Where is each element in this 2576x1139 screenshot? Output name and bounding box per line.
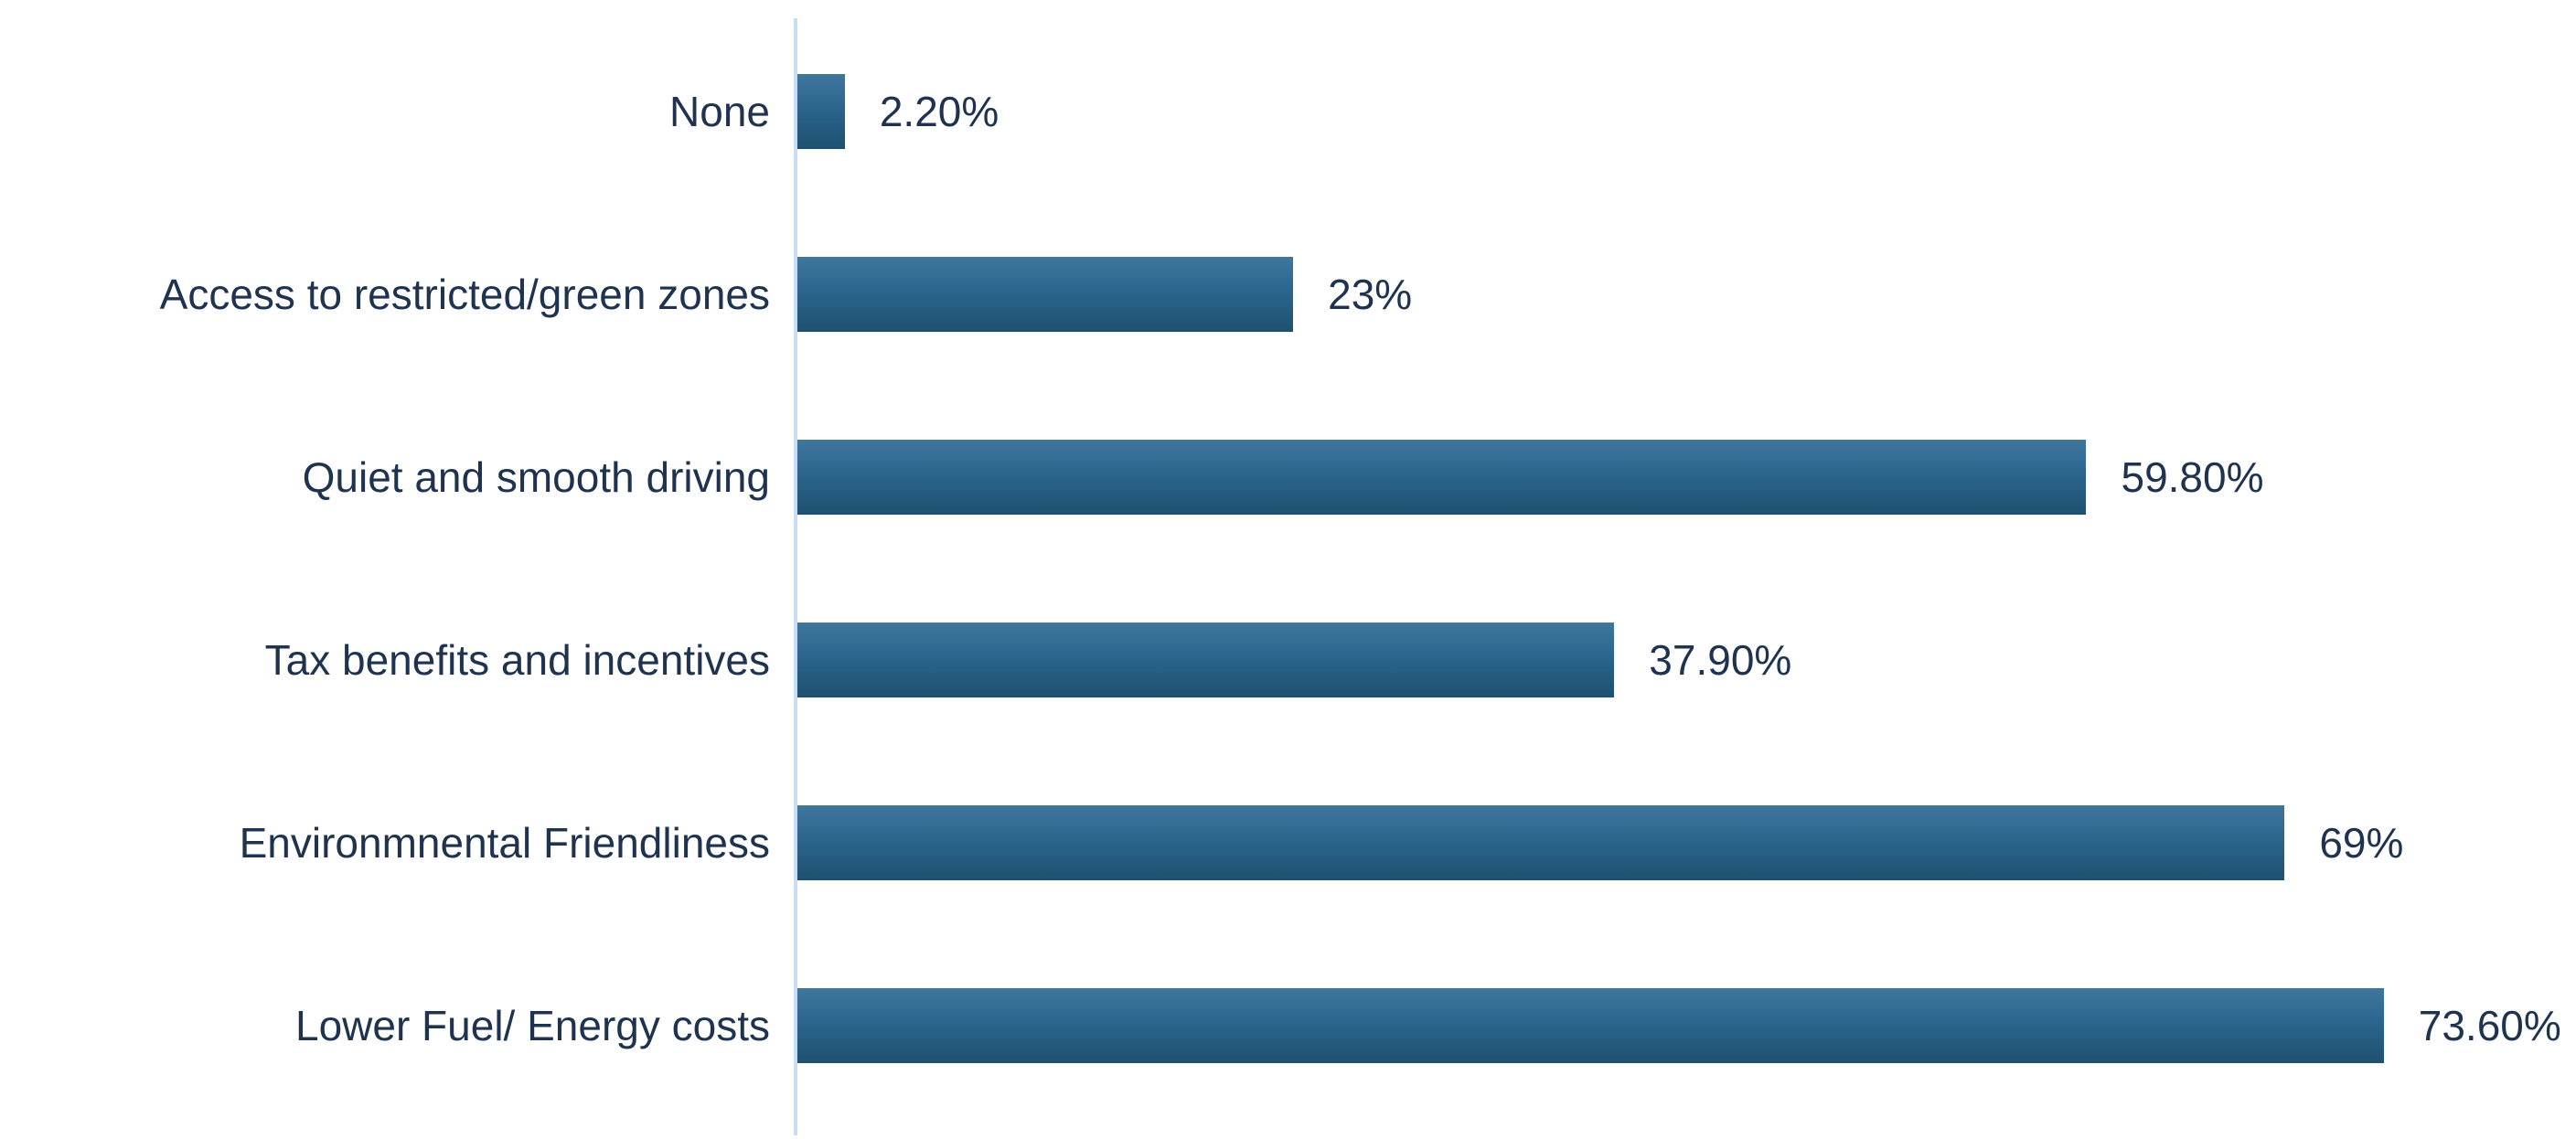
bar-row: Lower Fuel/ Energy costs 73.60% [0, 934, 2576, 1117]
bar-track: 73.60% [797, 988, 2576, 1063]
bar-row: Quiet and smooth driving 59.80% [0, 386, 2576, 569]
y-axis-line [794, 18, 797, 1135]
category-label: Lower Fuel/ Energy costs [294, 1002, 770, 1049]
value-label: 59.80% [2121, 453, 2264, 501]
bar [797, 440, 2087, 515]
value-label: 23% [1328, 271, 1413, 318]
bar-row: Environmnental Friendliness 69% [0, 751, 2576, 934]
bar-row: Access to restricted/green zones 23% [0, 203, 2576, 386]
value-label: 73.60% [2418, 1002, 2561, 1049]
bar-track: 2.20% [797, 74, 2576, 149]
bar [797, 623, 1615, 697]
bar [797, 988, 2384, 1063]
bar-track: 59.80% [797, 440, 2576, 515]
bar-rows: None 2.20% Access to restricted/green zo… [0, 20, 2576, 1117]
bar-track: 37.90% [797, 623, 2576, 697]
value-label: 2.20% [879, 88, 999, 135]
category-label: None [669, 88, 770, 135]
value-label: 69% [2319, 819, 2404, 867]
value-label: 37.90% [1649, 636, 1792, 684]
category-label: Access to restricted/green zones [159, 271, 770, 318]
bar-track: 23% [797, 257, 2576, 332]
bar [797, 74, 845, 149]
bar-track: 69% [797, 805, 2576, 880]
bar-row: Tax benefits and incentives 37.90% [0, 569, 2576, 751]
category-label: Environmnental Friendliness [239, 819, 770, 867]
category-label: Tax benefits and incentives [264, 636, 770, 684]
category-label: Quiet and smooth driving [302, 453, 770, 501]
bar [797, 805, 2285, 880]
bar-row: None 2.20% [0, 20, 2576, 203]
bar [797, 257, 1294, 332]
